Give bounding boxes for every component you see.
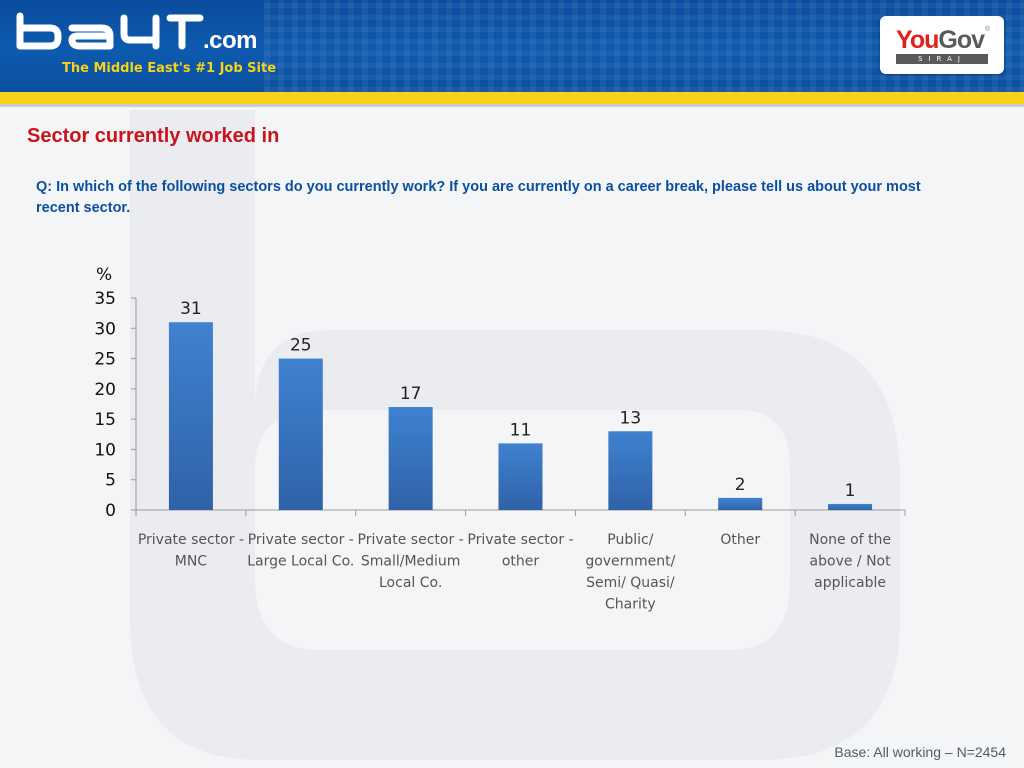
y-tick-label: 5: [105, 471, 116, 491]
category-label: Local Co.: [379, 575, 442, 591]
yougov-wordmark: YouGov: [896, 26, 985, 54]
category-label: None of the: [809, 532, 891, 548]
data-label: 11: [510, 420, 532, 440]
category-label: Other: [720, 532, 760, 548]
survey-question: Q: In which of the following sectors do …: [36, 179, 921, 216]
y-tick-label: 35: [94, 289, 116, 309]
bar: [828, 503, 873, 510]
data-label: 31: [180, 299, 202, 319]
category-label: Private sector -: [248, 532, 354, 548]
logo-com-text: .com: [203, 27, 258, 54]
bar: [278, 358, 323, 510]
data-label: 1: [845, 481, 856, 501]
category-label: Large Local Co.: [247, 554, 354, 570]
grey-stripe: [0, 104, 1024, 107]
category-label: MNC: [175, 554, 208, 570]
header-banner: .com The Middle East's #1 Job Site YouGo…: [0, 0, 1024, 92]
bar: [608, 431, 653, 510]
y-tick-label: 30: [94, 319, 116, 339]
siraj-label: SIRAJ: [896, 54, 988, 64]
category-label: Charity: [605, 597, 656, 613]
category-label: Private sector -: [467, 532, 573, 548]
category-label: Public/: [607, 532, 653, 548]
data-label: 13: [620, 408, 642, 428]
y-tick-label: 20: [94, 380, 116, 400]
y-tick-label: 0: [105, 501, 116, 521]
bar: [388, 407, 433, 510]
y-unit-label: %: [96, 265, 112, 285]
category-label: above / Not: [810, 554, 892, 570]
category-label: Private sector -: [138, 532, 244, 548]
y-tick-label: 25: [94, 350, 116, 370]
base-footnote: Base: All working – N=2454: [834, 744, 1006, 760]
data-label: 2: [735, 475, 746, 495]
y-tick-label: 15: [94, 410, 116, 430]
category-label: government/: [585, 554, 675, 570]
data-label: 25: [290, 336, 312, 356]
category-label: applicable: [814, 575, 886, 591]
yougov-logo: YouGov ® SIRAJ: [880, 16, 1004, 74]
yellow-stripe: [0, 92, 1024, 104]
tagline: The Middle East's #1 Job Site: [62, 61, 277, 76]
category-label: Small/Medium: [361, 554, 461, 570]
data-label: 17: [400, 384, 422, 404]
registered-mark: ®: [985, 26, 991, 33]
bar: [498, 443, 543, 510]
bar: [168, 322, 213, 510]
y-tick-label: 10: [94, 440, 116, 460]
bayt-logo: [16, 12, 204, 50]
bar: [718, 497, 763, 510]
category-label: other: [502, 554, 540, 570]
category-label: Semi/ Quasi/: [586, 575, 675, 591]
page-title: Sector currently worked in: [27, 125, 280, 147]
category-label: Private sector -: [358, 532, 464, 548]
